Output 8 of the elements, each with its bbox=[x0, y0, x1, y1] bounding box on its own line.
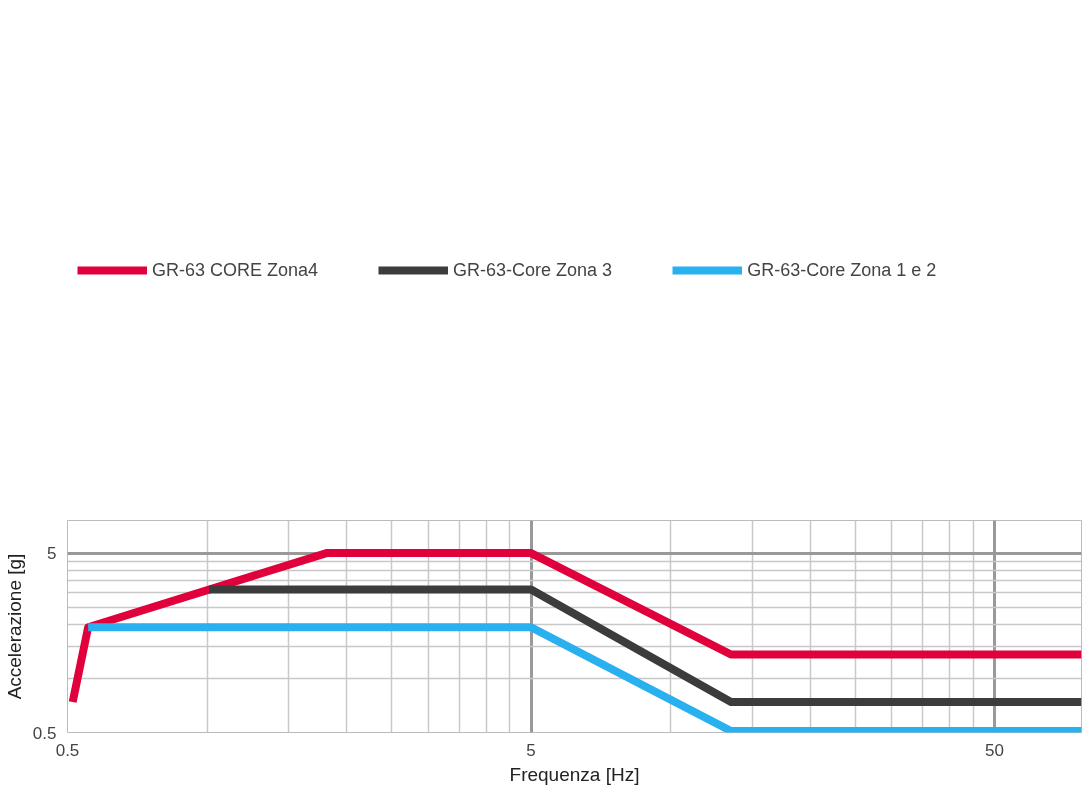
legend-label: GR-63 CORE Zona4 bbox=[152, 259, 319, 281]
legend-label: GR-63-Core Zona 1 e 2 bbox=[747, 259, 937, 281]
x-tick-label: 5 bbox=[526, 740, 536, 760]
legend-label: GR-63-Core Zona 3 bbox=[453, 259, 613, 281]
x-axis-title: Frequenza [Hz] bbox=[509, 763, 640, 785]
y-axis-title: Accelerazione [g] bbox=[3, 553, 25, 700]
x-tick-label: 0.5 bbox=[55, 740, 80, 760]
x-tick-label: 50 bbox=[985, 740, 1005, 760]
